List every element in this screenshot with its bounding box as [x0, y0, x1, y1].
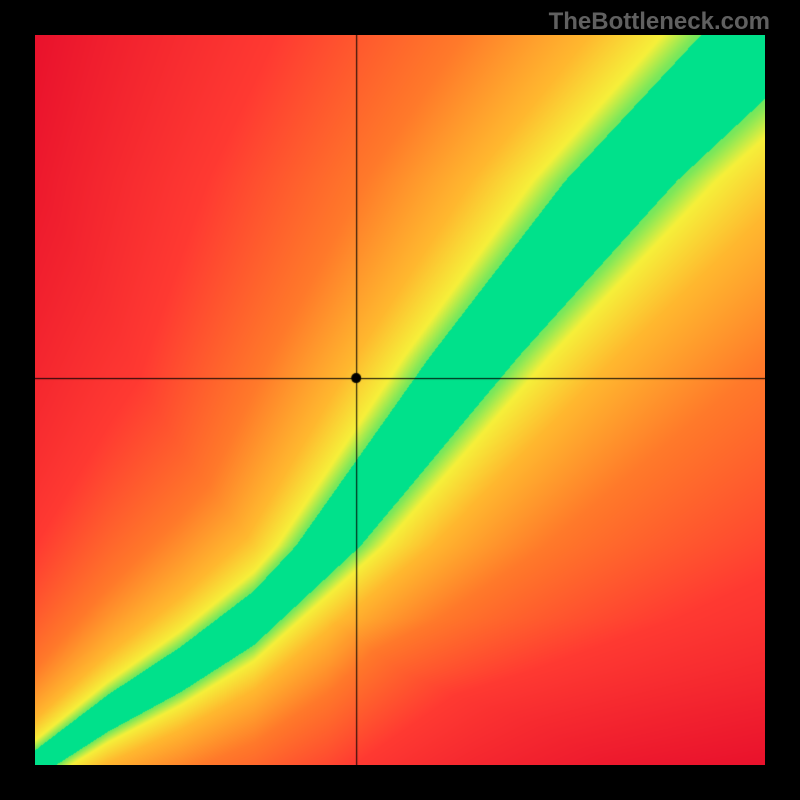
watermark-text: TheBottleneck.com — [549, 8, 770, 36]
heatmap-canvas — [35, 35, 765, 765]
heatmap-plot — [35, 35, 765, 765]
